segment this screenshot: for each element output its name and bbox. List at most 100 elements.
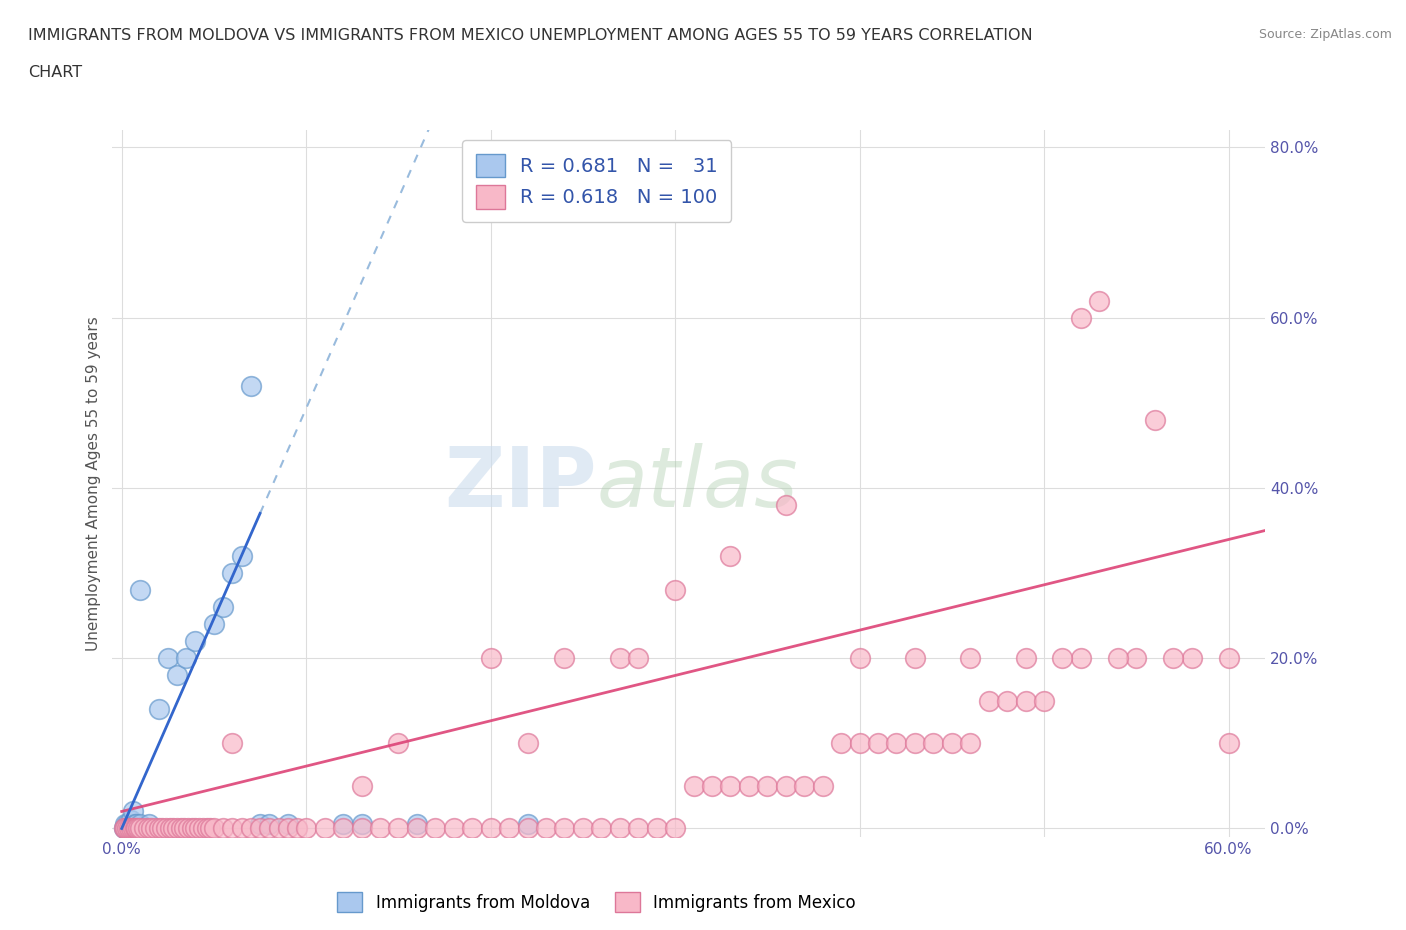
Point [1218,651,1240,666]
Point [143,821,166,836]
Point [534,821,557,836]
Point [332,817,354,831]
Point [118,821,141,836]
Point [202,821,225,836]
Point [148,702,170,717]
Point [793,778,815,793]
Point [995,693,1018,708]
Point [166,668,188,683]
Point [443,821,465,836]
Point [720,778,742,793]
Point [738,778,761,793]
Point [866,736,889,751]
Point [239,379,262,393]
Point [173,821,195,836]
Point [259,821,281,836]
Point [516,817,538,831]
Text: IMMIGRANTS FROM MOLDOVA VS IMMIGRANTS FROM MEXICO UNEMPLOYMENT AMONG AGES 55 TO : IMMIGRANTS FROM MOLDOVA VS IMMIGRANTS FR… [28,28,1033,43]
Point [132,821,155,836]
Point [136,821,159,836]
Point [1070,310,1092,325]
Point [174,651,197,666]
Point [425,821,447,836]
Point [1125,651,1147,666]
Point [295,821,318,836]
Point [609,651,631,666]
Point [516,736,538,751]
Point [200,821,222,836]
Point [387,736,409,751]
Point [479,821,502,836]
Point [387,821,409,836]
Point [904,736,927,751]
Point [118,821,141,836]
Point [159,821,181,836]
Point [141,821,163,836]
Point [115,821,138,836]
Point [277,817,299,831]
Point [259,817,281,831]
Point [112,821,135,836]
Point [1014,693,1036,708]
Point [212,821,235,836]
Point [1107,651,1129,666]
Point [811,778,834,793]
Text: ZIP: ZIP [444,443,596,525]
Point [114,821,136,836]
Y-axis label: Unemployment Among Ages 55 to 59 years: Unemployment Among Ages 55 to 59 years [86,316,101,651]
Point [332,821,354,836]
Point [756,778,779,793]
Point [121,821,143,836]
Point [1181,651,1204,666]
Point [350,821,373,836]
Point [239,821,262,836]
Point [120,821,142,836]
Point [553,651,575,666]
Text: atlas: atlas [596,443,799,525]
Point [350,817,373,831]
Point [184,821,207,836]
Point [212,600,235,615]
Point [830,736,852,751]
Point [124,821,146,836]
Point [848,736,870,751]
Point [645,821,668,836]
Point [231,821,253,836]
Point [221,736,243,751]
Point [129,821,152,836]
Point [1088,293,1111,308]
Point [405,821,427,836]
Point [155,821,177,836]
Point [150,821,173,836]
Point [162,821,184,836]
Point [572,821,595,836]
Point [277,821,299,836]
Point [1143,412,1166,427]
Point [1014,651,1036,666]
Point [1033,693,1056,708]
Point [249,817,271,831]
Point [591,821,613,836]
Point [221,821,243,836]
Point [1218,736,1240,751]
Point [775,498,797,512]
Point [775,778,797,793]
Point [129,582,152,597]
Point [498,821,520,836]
Point [180,821,202,836]
Point [609,821,631,836]
Point [959,651,981,666]
Text: Source: ZipAtlas.com: Source: ZipAtlas.com [1258,28,1392,41]
Point [249,821,271,836]
Point [202,617,225,631]
Point [195,821,218,836]
Point [148,821,170,836]
Point [959,736,981,751]
Point [516,821,538,836]
Point [1161,651,1184,666]
Point [120,813,142,828]
Point [191,821,214,836]
Point [124,817,146,831]
Point [188,821,211,836]
Point [700,778,723,793]
